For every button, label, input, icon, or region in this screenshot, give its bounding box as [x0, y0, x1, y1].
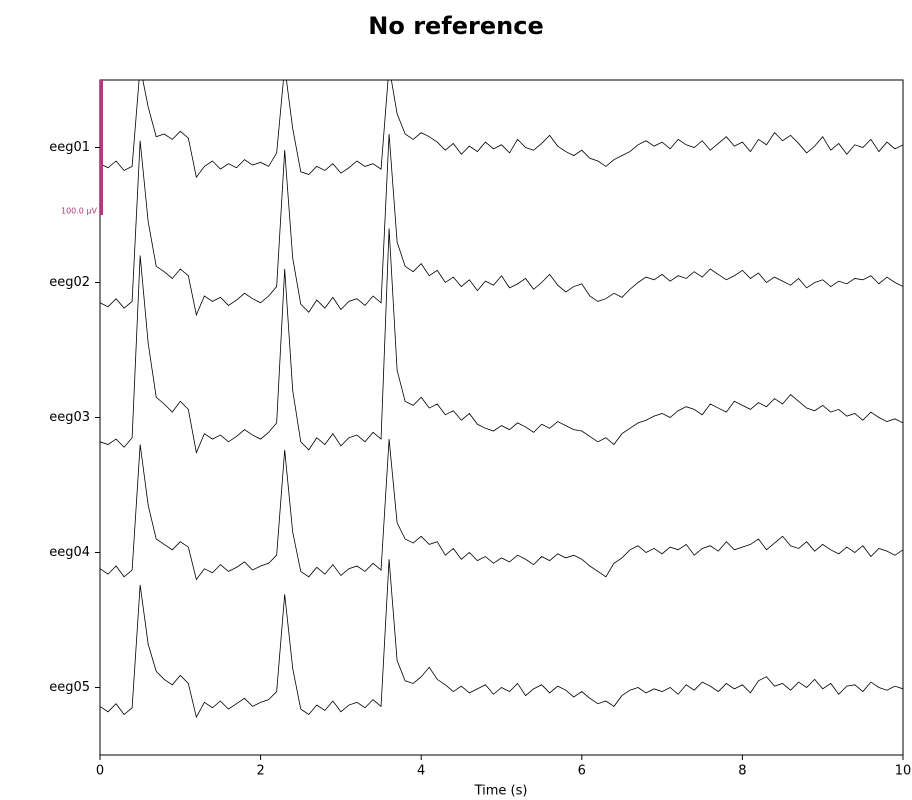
plot-frame [99, 79, 904, 756]
eeg-trace [100, 228, 903, 454]
scale-bar-label: 100.0 µV [61, 207, 98, 216]
x-axis-label: Time (s) [474, 784, 528, 799]
channel-label: eeg03 [49, 410, 90, 425]
traces [100, 80, 903, 719]
x-tick-label: 2 [256, 764, 264, 779]
channel-label: eeg05 [49, 680, 90, 695]
eeg-trace [100, 80, 903, 179]
channel-label: eeg04 [49, 545, 90, 560]
x-tick-label: 4 [417, 764, 425, 779]
x-tick-label: 8 [738, 764, 746, 779]
channel-label: eeg02 [49, 275, 90, 290]
x-tick-label: 0 [96, 764, 104, 779]
x-tick-label: 10 [895, 764, 912, 779]
eeg-trace [100, 559, 903, 719]
chart-title: No reference [368, 12, 543, 40]
channel-label: eeg01 [49, 140, 90, 155]
x-tick-label: 6 [578, 764, 586, 779]
eeg-trace [100, 439, 903, 581]
eeg-trace [100, 133, 903, 317]
